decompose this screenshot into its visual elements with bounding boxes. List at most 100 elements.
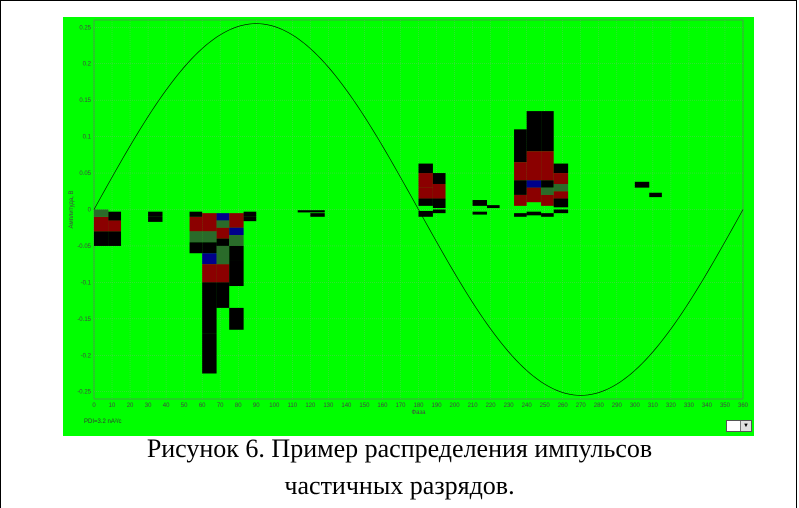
pulse-cell	[216, 282, 230, 308]
y-tick-label: 0	[88, 208, 92, 214]
pulse-cell	[553, 209, 569, 214]
pulse-cell	[297, 210, 325, 213]
pulse-cell	[189, 211, 203, 217]
pulse-cell	[202, 282, 217, 334]
x-tick-label: 180	[413, 403, 424, 409]
pulse-cell	[553, 173, 569, 184]
pulse-cell	[514, 129, 527, 163]
pulse-cell	[526, 151, 542, 181]
pulse-cell	[216, 245, 230, 265]
pulse-cell	[541, 187, 554, 195]
x-tick-label: 130	[323, 403, 334, 409]
y-tick-label: -0.1	[81, 280, 92, 286]
pulse-cell	[148, 211, 163, 217]
prpd-chart: 0 10 20 30 40 50 60 70 80 90 100 110 120 130 140 150 160…	[69, 19, 749, 416]
x-tick-label: 270	[576, 403, 587, 409]
x-tick-label: 20	[127, 403, 134, 409]
scale-dropdown[interactable]: ▼	[726, 420, 752, 432]
prpd-chart-panel: 0 10 20 30 40 50 60 70 80 90 100 110 120 130 140 150 160…	[63, 17, 754, 436]
x-tick-label: 40	[163, 403, 170, 409]
pulse-cell	[472, 200, 488, 206]
pulse-cell	[487, 205, 500, 209]
y-tick-label: -0.25	[77, 390, 91, 396]
x-tick-label: 220	[486, 403, 497, 409]
pulse-cell	[541, 180, 554, 188]
y-tick-label: -0.15	[77, 317, 91, 323]
x-tick-label: 70	[217, 403, 224, 409]
pulse-cell	[553, 198, 569, 208]
pulse-cell	[229, 235, 244, 246]
x-tick-label: 230	[504, 403, 515, 409]
pulse-cell	[229, 245, 244, 261]
pulse-cell	[94, 209, 109, 217]
x-tick-label: 170	[395, 403, 406, 409]
chevron-down-icon[interactable]: ▼	[740, 421, 751, 431]
x-tick-label: 100	[269, 403, 280, 409]
x-tick-label: 260	[558, 403, 569, 409]
x-tick-label: 80	[235, 403, 242, 409]
pulse-cell	[229, 307, 244, 330]
pulse-cell	[243, 216, 257, 222]
x-tick-label: 50	[181, 403, 188, 409]
pulse-cell	[202, 264, 217, 283]
y-tick-label: 0.2	[83, 62, 92, 68]
pulse-cell	[202, 242, 217, 254]
pulse-cell	[541, 111, 554, 152]
pulse-cell	[202, 253, 217, 265]
x-tick-label: 330	[684, 403, 695, 409]
pulse-cell	[94, 216, 109, 232]
y-tick-label: 0.15	[79, 98, 91, 104]
pulse-cell	[418, 187, 433, 199]
pulse-cell	[216, 238, 230, 246]
x-tick-label: 120	[305, 403, 316, 409]
pulse-cell	[526, 211, 542, 216]
x-tick-label: 360	[738, 403, 749, 409]
pulse-cell	[649, 192, 662, 198]
pulse-cell	[418, 210, 433, 217]
pulse-cell	[634, 181, 650, 188]
pulse-cell	[216, 264, 230, 283]
pulse-cell	[418, 163, 433, 174]
pulse-cell	[514, 180, 527, 195]
pulse-cell	[189, 231, 203, 243]
reference-sine-curve	[93, 23, 744, 396]
x-tick-label: 300	[630, 403, 641, 409]
pulse-cell	[310, 213, 325, 217]
y-tick-label: -0.2	[81, 353, 92, 359]
pulse-cell	[148, 216, 163, 222]
x-tick-label: 140	[341, 403, 352, 409]
x-tick-label: 340	[702, 403, 713, 409]
x-tick-label: 30	[145, 403, 152, 409]
pulse-cell	[432, 183, 446, 199]
pulse-cell	[526, 180, 542, 188]
y-tick-label: -0.05	[77, 244, 91, 250]
x-tick-label: 280	[594, 403, 605, 409]
pulse-cell	[108, 211, 122, 221]
x-tick-label: 310	[648, 403, 659, 409]
pulse-cell	[418, 173, 433, 188]
pulse-cell	[189, 242, 203, 254]
x-tick-label: 350	[720, 403, 731, 409]
pulse-cell	[229, 227, 244, 236]
pulse-cell	[541, 194, 554, 206]
pulse-cell	[229, 213, 244, 228]
pulse-cell	[94, 231, 109, 246]
x-tick-label: 160	[377, 403, 388, 409]
pulse-cell	[202, 231, 217, 243]
pulse-cell	[514, 194, 527, 206]
y-axis-title: Амплитуда, В	[69, 190, 75, 228]
x-tick-label: 110	[288, 403, 298, 409]
pulse-cell	[202, 213, 217, 232]
pulse-cell	[216, 213, 230, 221]
x-tick-label: 90	[253, 403, 260, 409]
pdi-label: PDI=3.2 nA²/c	[84, 419, 122, 425]
pulse-cell	[108, 220, 122, 232]
pulse-cell	[541, 151, 554, 181]
pulse-cell	[526, 111, 542, 152]
y-tick-label: 0.25	[79, 25, 91, 31]
pulse-cell	[189, 216, 203, 232]
pulse-cell	[418, 198, 433, 206]
pulse-cell	[472, 211, 488, 215]
pulse-cell	[432, 209, 446, 214]
